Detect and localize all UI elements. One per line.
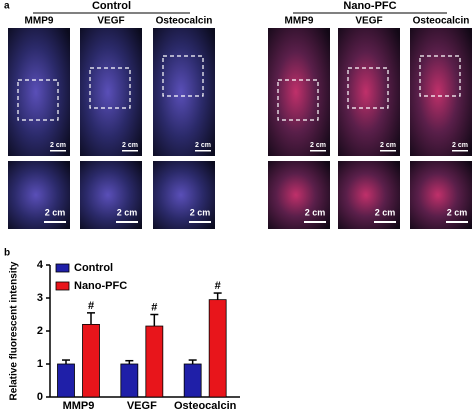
bar: [145, 325, 164, 398]
roi-box: [17, 79, 59, 121]
scale-label: 2 cm: [447, 207, 468, 217]
scale-bar: [304, 221, 326, 223]
micrograph-zoom: [338, 161, 400, 229]
scale-bar: [116, 221, 138, 223]
column-label: VEGF: [97, 16, 124, 27]
micrograph: [153, 28, 215, 156]
bar: [120, 363, 139, 398]
bar: [208, 299, 227, 398]
micrograph: [410, 28, 472, 156]
scale-label: 2 cm: [380, 142, 396, 149]
legend-swatch: [55, 263, 70, 273]
group-label: Control: [92, 0, 131, 12]
significance-mark: #: [88, 300, 94, 312]
micrograph-zoom: [153, 161, 215, 229]
scale-label: 2 cm: [452, 142, 468, 149]
scale-label: 2 cm: [195, 142, 211, 149]
scale-bar: [310, 150, 326, 152]
micrograph: [268, 28, 330, 156]
roi-box: [347, 67, 389, 109]
bar: [57, 363, 75, 398]
scale-label: 2 cm: [375, 207, 396, 217]
legend-swatch: [55, 281, 70, 291]
y-axis-label: Relative fluorescent intensity: [9, 261, 20, 400]
micrograph-zoom: [410, 161, 472, 229]
legend-label: Control: [74, 262, 113, 274]
micrograph-zoom: [8, 161, 70, 229]
column-label: Osteocalcin: [413, 16, 470, 27]
scale-bar: [452, 150, 468, 152]
scale-label: 2 cm: [190, 207, 211, 217]
scale-bar: [195, 150, 211, 152]
scale-bar: [374, 221, 396, 223]
roi-box: [89, 67, 131, 109]
y-tick-label: 4: [37, 259, 44, 271]
group-label: Nano-PFC: [343, 0, 396, 12]
y-tick-label: 0: [37, 391, 43, 403]
scale-label: 2 cm: [305, 207, 326, 217]
micrograph-zoom: [80, 161, 142, 229]
roi-box: [419, 55, 461, 97]
scale-label: 2 cm: [50, 142, 66, 149]
micrograph-zoom: [268, 161, 330, 229]
scale-bar: [446, 221, 468, 223]
significance-mark: #: [151, 301, 157, 313]
column-label: VEGF: [355, 16, 382, 27]
bar: [183, 363, 202, 398]
scale-bar: [44, 221, 66, 223]
bar: [82, 323, 100, 398]
scale-bar: [189, 221, 211, 223]
micrograph: [338, 28, 400, 156]
scale-label: 2 cm: [117, 207, 138, 217]
panel-label: a: [4, 1, 10, 12]
x-tick-label: Osteocalcin: [174, 400, 237, 412]
scale-bar: [122, 150, 138, 152]
y-tick-label: 3: [37, 292, 43, 304]
significance-mark: #: [215, 280, 221, 292]
x-tick-label: VEGF: [127, 400, 157, 412]
scale-label: 2 cm: [122, 142, 138, 149]
column-label: MMP9: [25, 16, 54, 27]
column-label: MMP9: [285, 16, 314, 27]
scale-bar: [380, 150, 396, 152]
column-label: Osteocalcin: [156, 16, 213, 27]
y-tick-label: 1: [37, 358, 43, 370]
scale-label: 2 cm: [45, 207, 66, 217]
panel-label: b: [4, 248, 10, 259]
legend-label: Nano-PFC: [74, 280, 127, 292]
micrograph: [8, 28, 70, 156]
micrograph: [80, 28, 142, 156]
x-tick-label: MMP9: [63, 400, 95, 412]
roi-box: [277, 79, 319, 121]
roi-box: [162, 55, 204, 97]
y-tick-label: 2: [37, 325, 43, 337]
scale-bar: [50, 150, 66, 152]
scale-label: 2 cm: [310, 142, 326, 149]
